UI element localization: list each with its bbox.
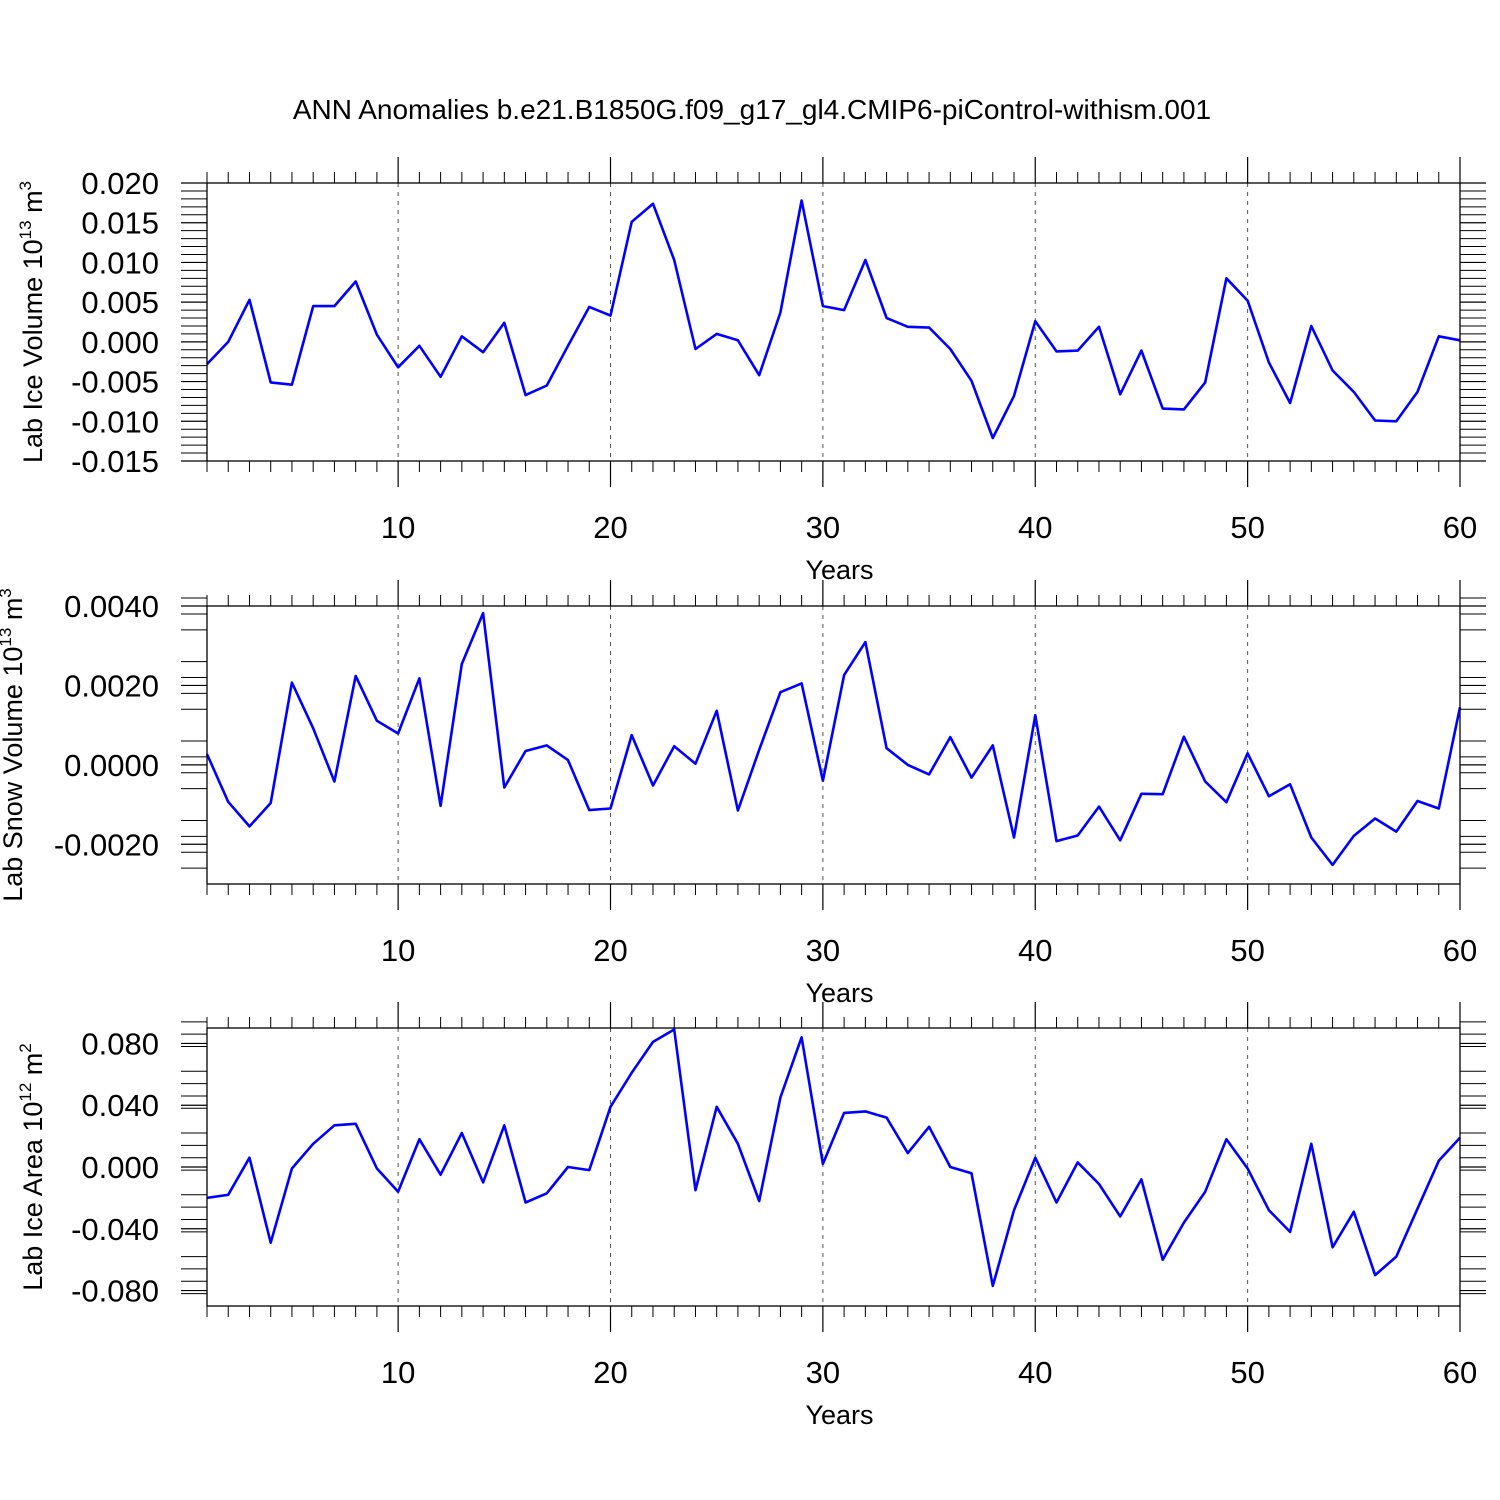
x-tick-label: 10	[381, 510, 415, 545]
y-axis-label-superscript: 12	[16, 1083, 35, 1102]
data-line	[205, 611, 1462, 867]
y-axis-label-text: m	[18, 190, 48, 220]
y-tick-label: -0.040	[71, 1212, 159, 1247]
y-axis-label: Lab Ice Area 1012 m2	[16, 1043, 48, 1291]
plot-frame	[206, 182, 1461, 462]
y-tick-label: 0.005	[81, 285, 159, 320]
x-axis-label: Years	[805, 1400, 873, 1430]
x-tick-label: 10	[381, 933, 415, 968]
y-tick-label: 0.0000	[64, 748, 159, 783]
x-tick-label: 10	[381, 1355, 415, 1390]
y-tick-label: 0.020	[81, 166, 159, 201]
y-tick-label: -0.005	[71, 365, 159, 400]
x-tick-label: 40	[1018, 1355, 1052, 1390]
x-tick-label: 30	[806, 1355, 840, 1390]
y-axis-label-text: m	[0, 598, 28, 628]
chart-panel-2: 10 20 30 40 50 60 Years 0.0040 0.0020 0.0000 -0.00…	[0, 580, 1486, 1008]
x-tick-label: 40	[1018, 510, 1052, 545]
x-tick-label: 50	[1230, 1355, 1264, 1390]
x-tick-label: 30	[806, 933, 840, 968]
y-tick-label: 0.0020	[64, 668, 159, 703]
y-axis-label-text: Lab Ice Area 10	[18, 1102, 48, 1291]
y-tick-label: 0.080	[81, 1026, 159, 1061]
plot-frame	[206, 605, 1461, 885]
y-axis-label-superscript: 2	[16, 1043, 35, 1052]
y-axis-label: Lab Snow Volume 1013 m3	[0, 588, 28, 902]
y-axis-label-text: Lab Snow Volume 10	[0, 647, 28, 902]
x-tick-label: 60	[1443, 1355, 1477, 1390]
y-tick-label: 0.0040	[64, 589, 159, 624]
data-line	[206, 199, 1461, 440]
y-tick-label: 0.010	[81, 245, 159, 280]
y-axis-label-superscript: 3	[16, 181, 35, 190]
y-axis-label-text: m	[18, 1053, 48, 1083]
x-tick-label: 20	[593, 510, 627, 545]
data-line	[206, 1028, 1461, 1288]
chart-panel-3: 10 20 30 40 50 60 Years 0.080 0.040 0.000 -0.040 -0…	[16, 1002, 1486, 1430]
y-axis-label-text: Lab Ice Volume 10	[18, 239, 48, 463]
y-axis-label-superscript: 13	[0, 628, 15, 647]
y-tick-label: 0.015	[81, 206, 159, 241]
x-tick-label: 60	[1443, 933, 1477, 968]
x-tick-label: 60	[1443, 510, 1477, 545]
x-tick-label: 20	[593, 933, 627, 968]
x-tick-label: 50	[1230, 510, 1264, 545]
x-tick-label: 30	[806, 510, 840, 545]
y-axis-label-superscript: 3	[0, 588, 15, 597]
y-tick-label: 0.000	[81, 325, 159, 360]
panels: 10 20 30 40 50 60 Years 0.020 0.015 0.010 0.005 0.0…	[0, 157, 1486, 1430]
y-tick-label: -0.0020	[54, 827, 159, 862]
y-tick-label: -0.010	[71, 404, 159, 439]
x-axis-label: Years	[805, 555, 873, 585]
x-tick-label: 50	[1230, 933, 1264, 968]
x-tick-label: 20	[593, 1355, 627, 1390]
y-axis-label: Lab Ice Volume 1013 m3	[16, 181, 48, 463]
x-axis-label: Years	[805, 978, 873, 1008]
figure-title: ANN Anomalies b.e21.B1850G.f09_g17_gl4.C…	[293, 94, 1211, 125]
y-axis-label-superscript: 13	[16, 220, 35, 239]
y-tick-label: 0.000	[81, 1150, 159, 1185]
y-tick-label: -0.015	[71, 444, 159, 479]
x-tick-label: 40	[1018, 933, 1052, 968]
y-tick-label: -0.080	[71, 1274, 159, 1309]
chart-panel-1: 10 20 30 40 50 60 Years 0.020 0.015 0.010 0.005 0.0…	[16, 157, 1486, 585]
y-tick-label: 0.040	[81, 1088, 159, 1123]
